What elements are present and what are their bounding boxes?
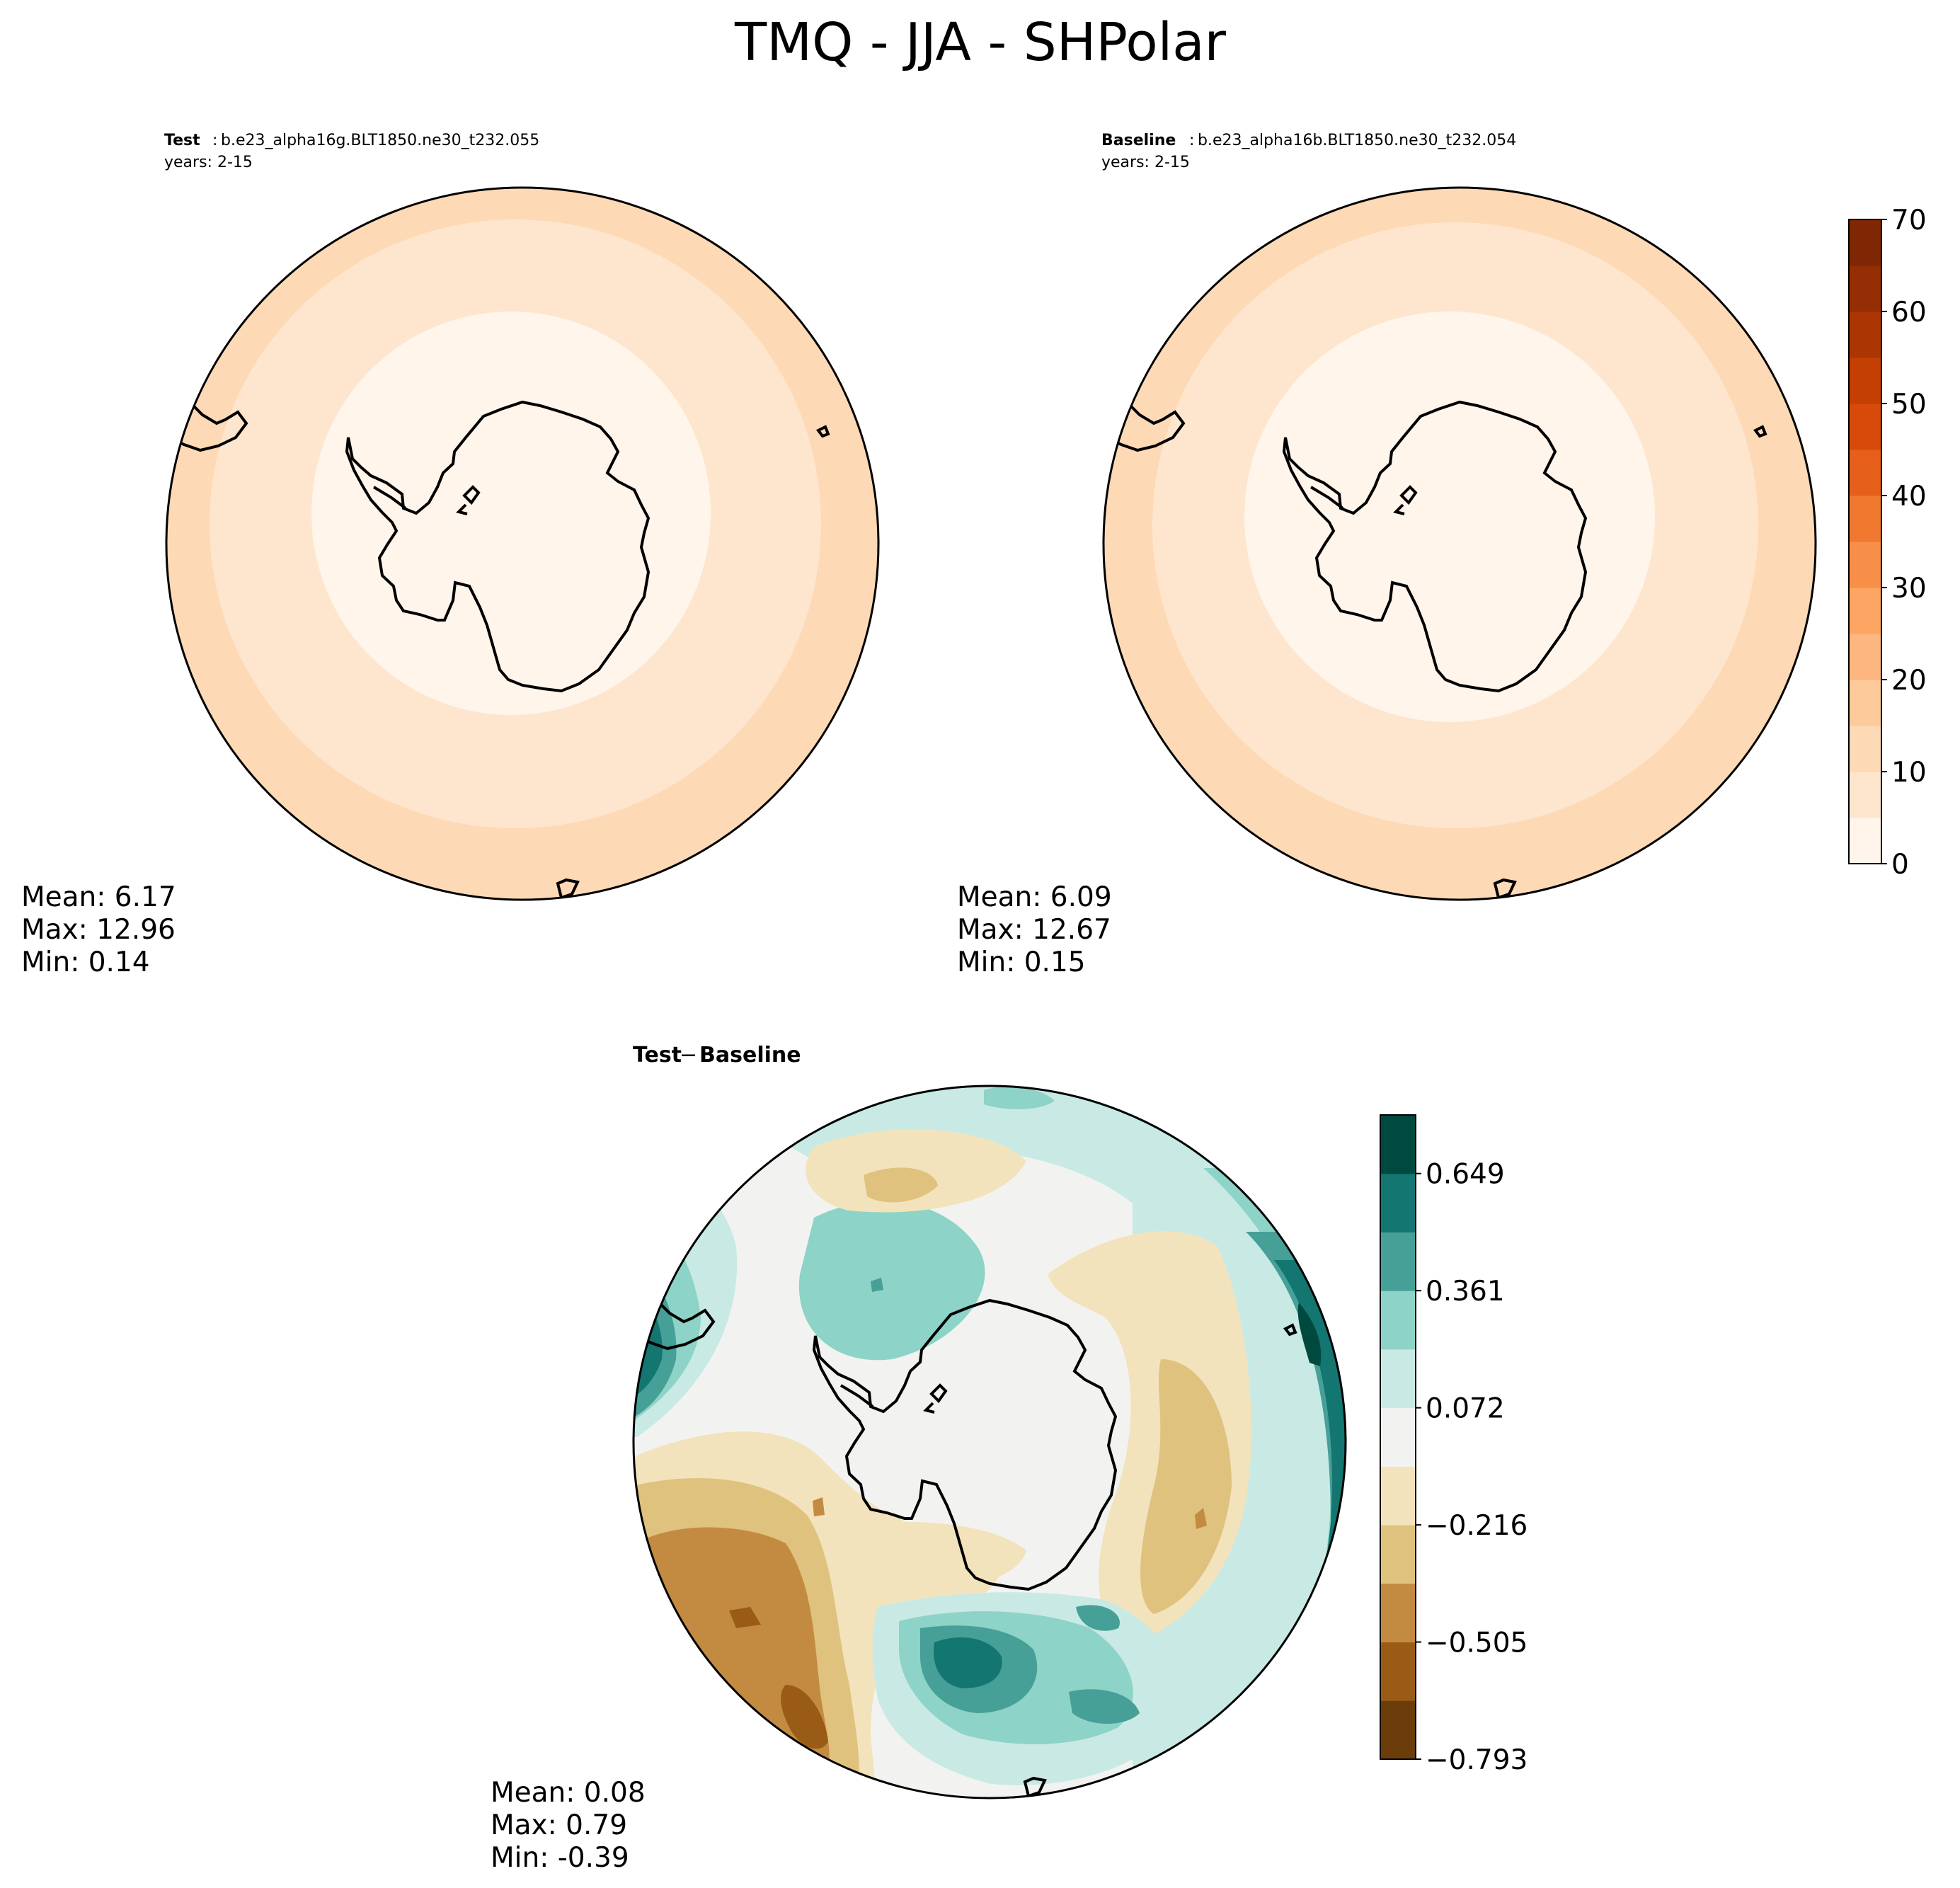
test-max: Max: 12.96 [21,914,176,946]
cb-diff-segment-10 [1380,1115,1416,1174]
cb-main-segment-7 [1849,496,1881,542]
cb-diff-tick-label: 0.649 [1426,1159,1505,1191]
cb-diff-segment-5 [1380,1407,1416,1467]
cb-main-segment-12 [1849,265,1881,312]
cb-main-segment-5 [1849,588,1881,634]
cb-diff-segment-7 [1380,1291,1416,1350]
cb-main-segment-6 [1849,542,1881,588]
cb-main-tick-label: 30 [1891,573,1927,605]
cb-main-segment-8 [1849,450,1881,496]
test-ring-inner [311,311,711,715]
test-case-name: b.e23_alpha16g.BLT1850.ne30_t232.055 [221,132,539,149]
cb-diff-segment-0 [1380,1700,1416,1760]
baseline-mean: Mean: 6.09 [957,881,1112,913]
cb-main-tick-label: 10 [1891,757,1927,789]
difference-map-boundary [632,1085,1347,1800]
figure-title: TMQ - JJA - SHPolar [734,12,1227,73]
baseline-map-boundary [1102,186,1817,901]
diff-min: Min: -0.39 [491,1842,629,1874]
baseline-case-name: b.e23_alpha16b.BLT1850.ne30_t232.054 [1198,132,1516,149]
cb-main-tick-label: 40 [1891,481,1927,513]
test-mean: Mean: 6.17 [21,881,176,913]
cb-diff-tick-label: −0.505 [1426,1627,1528,1659]
baseline-panel: Baseline : b.e23_alpha16b.BLT1850.ne30_t… [957,132,1817,978]
cb-diff-tick-label: −0.793 [1426,1744,1528,1776]
diff-max: Max: 0.79 [491,1809,627,1841]
cb-main-segment-0 [1849,818,1881,864]
baseline-min: Min: 0.15 [957,946,1086,978]
diff-mean: Mean: 0.08 [491,1777,646,1809]
cb-main-segment-1 [1849,772,1881,818]
test-map-boundary [165,186,880,901]
cb-main-segment-10 [1849,357,1881,404]
cb-diff-segment-2 [1380,1583,1416,1643]
cb-main-frame [1848,219,1882,864]
baseline-label: Baseline [1101,132,1176,149]
cb-diff-tick-label: 0.072 [1426,1393,1505,1425]
cb-diff-tick-label: 0.361 [1426,1276,1505,1308]
cb-diff-segment-3 [1380,1525,1416,1584]
cb-main-tick-label: 50 [1891,389,1927,420]
cb-diff-segment-1 [1380,1642,1416,1701]
diff-title-minus: − [680,1043,697,1068]
cb-main-segment-3 [1849,680,1881,726]
cb-diff-segment-4 [1380,1466,1416,1526]
cb-main-tick-label: 0 [1891,849,1909,881]
cb-diff-tick-label: −0.216 [1426,1510,1528,1542]
difference-panel: Test − Baseline [491,1043,1347,1874]
test-years: years: 2-15 [164,154,253,171]
cb-main-segment-9 [1849,404,1881,450]
cb-main-segment-13 [1849,219,1881,266]
cb-main-segment-2 [1849,726,1881,772]
difference-colorbar: −0.793 −0.505 −0.216 0.072 0.361 0.649 [1380,1114,1528,1776]
cb-main-segment-11 [1849,311,1881,358]
baseline-years: years: 2-15 [1101,154,1190,171]
diff-title-test: Test [633,1043,682,1068]
test-panel: Test b.e23_alpha16g.BLT1850.ne30_t232.05… [21,132,880,978]
baseline-ring-inner [1244,311,1655,722]
cb-main-tick-label: 70 [1891,205,1927,236]
diff-title-baseline: Baseline [699,1043,801,1068]
cb-diff-frame [1380,1114,1416,1760]
baseline-map [1104,188,1816,900]
main-colorbar: 0 10 20 30 40 50 60 70 [1848,205,1927,881]
cb-diff-segment-6 [1380,1349,1416,1409]
baseline-max: Max: 12.67 [957,914,1111,946]
test-map [166,188,878,900]
test-label: Test [164,132,200,149]
cb-main-segment-4 [1849,634,1881,680]
cb-diff-segment-8 [1380,1232,1416,1291]
test-colon: : [212,132,217,149]
cb-diff-segment-9 [1380,1173,1416,1232]
cb-main-tick-label: 20 [1891,665,1927,697]
test-min: Min: 0.14 [21,946,150,978]
cb-main-tick-label: 60 [1891,297,1927,328]
baseline-colon: : [1189,132,1194,149]
